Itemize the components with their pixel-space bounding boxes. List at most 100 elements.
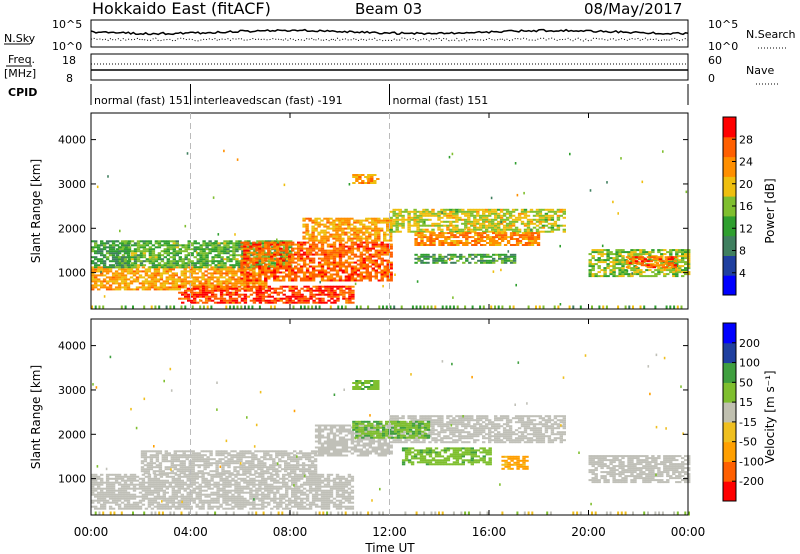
scatter-cell xyxy=(192,268,196,271)
scatter-cell xyxy=(180,274,184,277)
scatter-cell xyxy=(166,260,170,263)
scatter-cell xyxy=(148,242,153,245)
scatter-cell xyxy=(612,271,616,274)
scatter-cell xyxy=(249,473,253,476)
scatter-cell xyxy=(474,255,478,258)
scatter-cell xyxy=(270,489,274,492)
scatter-cell xyxy=(404,210,408,213)
scatter-cell xyxy=(631,262,636,265)
scatter-cell xyxy=(94,499,98,502)
scatter-cell xyxy=(633,271,637,274)
scatter-cell xyxy=(193,262,197,265)
scatter-cell xyxy=(371,275,375,278)
scatter-cell xyxy=(208,240,212,243)
scatter-cell xyxy=(279,253,283,256)
scatter-cell xyxy=(264,247,268,250)
scatter-cell xyxy=(299,277,304,280)
scatter-cell xyxy=(432,255,436,258)
scatter-cell xyxy=(497,228,501,231)
scatter-cell xyxy=(615,267,619,270)
scatter-cell xyxy=(465,236,469,239)
scatter-cell xyxy=(618,255,622,258)
scatter-cell xyxy=(407,210,411,213)
scatter-cell xyxy=(94,244,98,247)
scatter-cell xyxy=(240,265,244,268)
scatter-cell xyxy=(392,208,396,211)
scatter-cell xyxy=(294,275,298,278)
scatter-cell xyxy=(118,242,123,245)
scatter-cell xyxy=(459,242,463,244)
scatter-cell xyxy=(198,280,202,283)
scatter-cell xyxy=(335,229,339,232)
scatter-cell xyxy=(282,275,286,278)
scatter-cell xyxy=(333,291,337,294)
scatter-cell xyxy=(150,481,155,484)
scatter-cell xyxy=(536,238,541,240)
scatter-cell xyxy=(262,244,266,247)
scatter-cell xyxy=(333,289,337,292)
scatter-cell xyxy=(267,477,271,480)
scatter-cell xyxy=(285,247,289,250)
scatter-cell xyxy=(117,276,122,279)
scatter-cell xyxy=(147,481,152,484)
scatter-cell xyxy=(675,251,679,254)
scatter-cell xyxy=(147,473,152,476)
scatter-cell xyxy=(533,240,538,242)
scatter-cell xyxy=(181,262,185,265)
scatter-cell xyxy=(456,242,460,244)
scatter-cell xyxy=(222,481,226,484)
scatter-cell xyxy=(199,246,203,249)
scatter-cell xyxy=(123,262,128,265)
scatter-cell xyxy=(225,499,229,502)
scatter-cell xyxy=(171,493,175,496)
scatter-cell xyxy=(443,208,447,211)
scatter-cell xyxy=(169,246,173,249)
scatter-cell xyxy=(503,253,508,256)
scatter-cell xyxy=(273,245,277,248)
scatter-cell xyxy=(252,479,256,482)
scatter-cell xyxy=(132,473,137,476)
scatter-cell xyxy=(288,259,292,262)
scatter-cell xyxy=(673,305,676,310)
scatter-cell xyxy=(243,282,247,285)
scatter-cell xyxy=(335,251,340,254)
scatter-cell xyxy=(511,224,516,227)
scatter-cell xyxy=(225,479,229,482)
scatter-cell xyxy=(174,483,178,486)
scatter-cell xyxy=(517,212,522,215)
scatter-cell xyxy=(157,240,162,243)
scatter-cell xyxy=(120,274,125,277)
scatter-cell xyxy=(308,261,313,264)
scatter-cell xyxy=(129,475,134,478)
scatter-cell xyxy=(506,236,511,239)
scatter-cell xyxy=(687,259,691,262)
scatter-cell xyxy=(431,208,435,211)
scatter-cell xyxy=(501,305,504,310)
scatter-cell xyxy=(359,241,363,244)
scatter-cell xyxy=(342,297,346,300)
scatter-cell xyxy=(329,277,334,280)
scatter-cell xyxy=(320,279,325,282)
scatter-cell xyxy=(347,255,352,258)
scatter-cell xyxy=(462,232,466,235)
scatter-cell xyxy=(282,297,286,300)
scatter-cell xyxy=(329,233,333,236)
scatter-cell xyxy=(342,295,346,298)
scatter-cell xyxy=(428,210,432,213)
scatter-cell xyxy=(204,481,208,484)
scatter-cell xyxy=(162,282,166,285)
scatter-cell xyxy=(515,242,520,244)
scatter-cell xyxy=(362,219,366,222)
scatter-cell xyxy=(506,255,511,258)
scatter-cell xyxy=(503,232,508,235)
scatter-cell xyxy=(395,208,399,211)
scatter-cell xyxy=(465,234,469,237)
scatter-cell xyxy=(199,254,203,257)
scatter-cell xyxy=(332,257,337,260)
scatter-cell xyxy=(117,274,122,277)
scatter-cell xyxy=(419,210,423,213)
scatter-cell xyxy=(282,279,286,282)
scatter-cell xyxy=(271,262,275,265)
scatter-cell xyxy=(180,487,184,490)
scatter-cell xyxy=(500,238,505,240)
